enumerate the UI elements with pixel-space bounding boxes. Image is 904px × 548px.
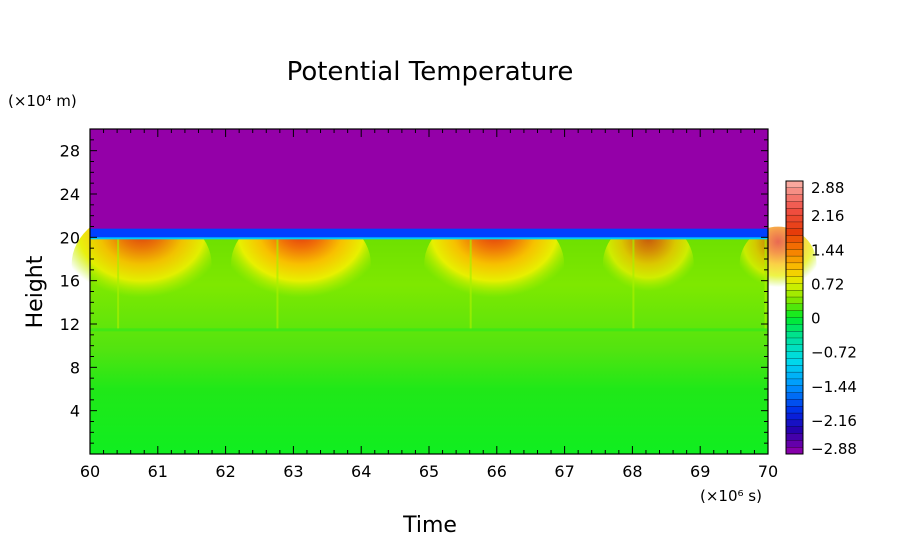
event-front-2 xyxy=(276,239,279,330)
colorbar-swatch xyxy=(785,378,804,387)
x-tick-label: 61 xyxy=(148,462,168,481)
colorbar-swatch xyxy=(785,433,804,441)
colorbar-swatch xyxy=(785,187,804,196)
y-unit-label: (×10⁴ m) xyxy=(8,92,77,110)
colorbar-swatch xyxy=(785,283,804,291)
interface-band xyxy=(90,228,768,239)
colorbar-swatch xyxy=(785,399,804,407)
colorbar-swatch xyxy=(785,235,804,243)
colorbar-swatch xyxy=(785,344,804,353)
colorbar-swatch xyxy=(785,406,804,414)
y-tick-label: 4 xyxy=(70,402,80,421)
colorbar-tick-label: −2.16 xyxy=(811,412,857,430)
colorbar-swatch xyxy=(785,412,804,421)
colorbar-tick-label: −0.72 xyxy=(811,344,857,362)
colorbar-swatch xyxy=(785,180,804,189)
x-tick-label: 68 xyxy=(622,462,642,481)
colorbar-swatch xyxy=(785,221,804,230)
chart-title: Potential Temperature xyxy=(287,57,574,87)
colorbar-swatch xyxy=(785,194,804,202)
y-tick-label: 24 xyxy=(60,185,80,204)
colorbar-swatch xyxy=(785,310,804,318)
y-tick-label: 16 xyxy=(60,272,80,291)
colorbar-swatch xyxy=(785,214,804,223)
event-front-5 xyxy=(764,239,767,330)
event-front-1 xyxy=(117,239,120,330)
colorbar-swatch xyxy=(785,262,804,271)
colorbar-tick-label: 1.44 xyxy=(811,241,844,259)
colorbar-tick-label: 2.16 xyxy=(811,207,844,225)
colorbar: 2.88 2.16 1.44 0.72 0 −0.72 −1.44 −2.16 −2.88 xyxy=(785,179,857,458)
y-tick-label: 28 xyxy=(60,142,80,161)
colorbar-swatch xyxy=(785,371,804,380)
colorbar-swatch xyxy=(785,419,804,428)
colorbar-swatch xyxy=(785,303,804,312)
colorbar-swatch xyxy=(785,447,804,455)
warm-event-4 xyxy=(602,219,694,310)
x-tick-label: 66 xyxy=(487,462,507,481)
x-axis-label: Time xyxy=(402,513,457,538)
y-axis: 4 8 12 16 20 24 28 xyxy=(60,139,768,444)
y-tick-label: 8 xyxy=(70,358,80,377)
colorbar-swatch xyxy=(785,290,804,298)
event-front-4 xyxy=(632,239,635,330)
colorbar-swatch xyxy=(785,228,804,237)
colorbar-tick-label: −2.88 xyxy=(811,440,857,458)
colorbar-swatch xyxy=(785,358,804,366)
colorbar-swatch xyxy=(785,249,804,257)
colorbar-swatch xyxy=(785,269,804,278)
x-tick-label: 69 xyxy=(690,462,710,481)
colorbar-swatch xyxy=(785,440,804,448)
x-tick-label: 65 xyxy=(419,462,439,481)
colorbar-tick-label: 2.88 xyxy=(811,179,844,197)
x-tick-label: 64 xyxy=(351,462,371,481)
x-tick-label: 70 xyxy=(758,462,778,481)
colorbar-swatch xyxy=(785,365,804,373)
colorbar-swatch xyxy=(785,385,804,394)
y-axis-label: Height xyxy=(23,255,48,328)
x-tick-label: 63 xyxy=(283,462,303,481)
colorbar-swatch xyxy=(785,276,804,284)
event-front-3 xyxy=(469,239,472,330)
colorbar-swatch xyxy=(785,337,804,346)
x-axis: 60 61 62 63 64 65 66 67 68 69 70 xyxy=(80,129,778,481)
interface-cyan-edge xyxy=(90,237,768,240)
x-tick-label: 67 xyxy=(554,462,574,481)
colorbar-tick-label: 0.72 xyxy=(811,275,844,293)
y-tick-label: 20 xyxy=(60,228,80,247)
colorbar-swatch xyxy=(785,351,804,359)
colorbar-swatch xyxy=(785,317,804,325)
colorbar-swatch xyxy=(785,426,804,434)
upper-layer-region xyxy=(90,129,768,235)
colorbar-swatch xyxy=(785,255,804,264)
colorbar-swatch xyxy=(785,324,804,332)
y-tick-label: 12 xyxy=(60,315,80,334)
colorbar-swatch xyxy=(785,330,804,339)
x-tick-label: 60 xyxy=(80,462,100,481)
x-tick-label: 62 xyxy=(215,462,235,481)
colorbar-swatch xyxy=(785,242,804,250)
lower-boundary xyxy=(90,328,768,332)
colorbar-swatch xyxy=(785,392,804,400)
colorbar-frame xyxy=(785,180,804,455)
colorbar-swatch xyxy=(785,208,804,216)
colorbar-tick-label: −1.44 xyxy=(811,378,857,396)
colorbar-tick-label: 0 xyxy=(811,310,821,328)
x-unit-label: (×10⁶ s) xyxy=(700,487,762,505)
colorbar-swatch xyxy=(785,296,804,305)
plot-area xyxy=(71,128,817,455)
colorbar-swatch xyxy=(785,201,804,209)
